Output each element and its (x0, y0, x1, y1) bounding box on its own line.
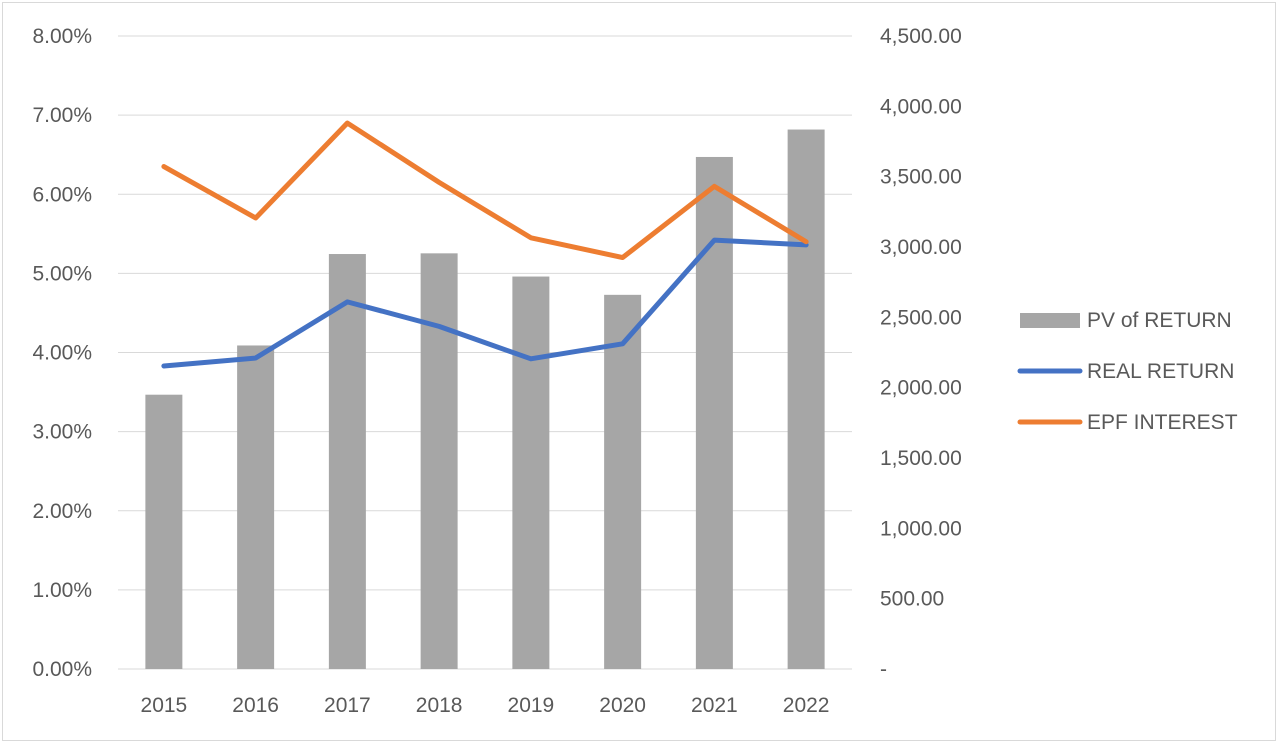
right-axis-tick-label: - (880, 658, 887, 681)
x-axis-tick-label: 2020 (599, 694, 646, 717)
right-axis-tick-label: 3,500.00 (880, 166, 962, 189)
left-axis-tick-label: 4.00% (32, 342, 92, 365)
x-axis-tick-label: 2017 (324, 694, 371, 717)
right-axis-tick-label: 4,000.00 (880, 95, 962, 118)
bar (420, 253, 458, 669)
legend: PV of RETURN REAL RETURN EPF INTEREST (1017, 309, 1238, 434)
x-axis-tick-label: 2019 (508, 694, 555, 717)
line-real-return (161, 237, 809, 369)
left-axis-tick-label: 8.00% (32, 25, 92, 48)
bar (512, 276, 550, 669)
legend-label: REAL RETURN (1087, 360, 1234, 383)
right-axis-tick-label: 3,000.00 (880, 236, 962, 259)
left-axis-tick-label: 3.00% (32, 421, 92, 444)
left-axis-tick-label: 5.00% (32, 262, 92, 285)
right-axis-tick-label: 2,500.00 (880, 306, 962, 329)
x-axis-tick-label: 2022 (783, 694, 830, 717)
gridlines (118, 35, 852, 670)
bar (237, 345, 275, 669)
bar (328, 254, 366, 670)
right-axis-tick-label: 1,000.00 (880, 517, 962, 540)
x-axis-tick-label: 2018 (416, 694, 463, 717)
left-axis-tick-label: 0.00% (32, 658, 92, 681)
legend-label: EPF INTEREST (1087, 411, 1238, 434)
line-series (161, 120, 809, 369)
left-axis-tick-label: 1.00% (32, 579, 92, 602)
x-axis-tick-label: 2016 (232, 694, 279, 717)
right-axis: - 500.00 1,000.00 1,500.00 2,000.00 2,500.00 3… (880, 25, 962, 681)
left-axis-tick-label: 6.00% (32, 183, 92, 206)
bar (695, 156, 733, 669)
legend-swatch (1020, 313, 1080, 328)
right-axis-tick-label: 4,500.00 (880, 25, 962, 48)
bar (787, 129, 825, 669)
left-axis-tick-label: 2.00% (32, 500, 92, 523)
bar (604, 294, 642, 669)
x-axis-tick-label: 2021 (691, 694, 738, 717)
x-axis-tick-label: 2015 (141, 694, 188, 717)
left-axis: 0.00% 1.00% 2.00% 3.00% 4.00% 5.00% 6.00% 7.00%… (32, 25, 92, 681)
line-epf-interest (161, 120, 809, 261)
x-axis: 2015 2016 2017 2018 2019 2020 2021 2022 (141, 694, 830, 717)
right-axis-tick-label: 1,500.00 (880, 447, 962, 470)
right-axis-tick-label: 2,000.00 (880, 377, 962, 400)
bar (145, 394, 183, 669)
left-axis-tick-label: 7.00% (32, 104, 92, 127)
bar-series (145, 129, 825, 670)
legend-label: PV of RETURN (1087, 309, 1232, 332)
right-axis-tick-label: 500.00 (880, 588, 944, 611)
